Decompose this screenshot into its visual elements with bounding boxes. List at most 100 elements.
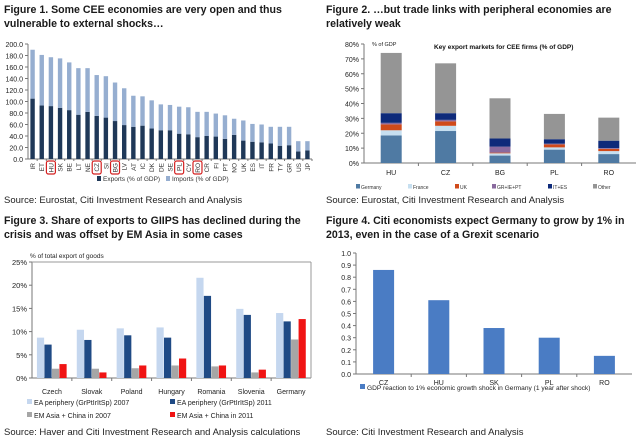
fig3-legend-swatch [27, 399, 32, 404]
fig1-bar-IR-exports [30, 98, 35, 159]
fig4-bar-CZ [373, 269, 395, 374]
fig1-x-tick-label: GR [287, 163, 294, 173]
fig1-bar-PT-exports [222, 138, 228, 159]
fig1-bar-FR-exports [268, 143, 273, 159]
fig4-bar-PL [538, 337, 560, 374]
fig1-bar-DE-exports [158, 130, 164, 159]
fig3-bar-hungary-s2 [171, 365, 179, 378]
fig1-bar-NO-exports [231, 134, 237, 159]
fig3-bar-poland-s1 [124, 335, 132, 378]
fig1-bar-GR-exports [286, 145, 292, 159]
fig1-bar-SE-exports [167, 130, 173, 159]
fig4-y-tick-label: 0.8 [341, 275, 351, 282]
fig4-source: Source: Citi Investment Research and Ana… [326, 427, 524, 438]
fig3-title: Figure 3. Share of exports to GIIPS has … [4, 215, 301, 241]
fig1-x-tick-label: SK [58, 162, 65, 171]
fig1-bar-ET-exports [39, 105, 44, 159]
fig2-y-unit-label: % of GDP [372, 42, 397, 48]
fig2-bar-CZ-it-es [435, 113, 457, 120]
fig1-y-tick-label: 200.0 [5, 42, 23, 49]
fig1-bar-IC-imports [140, 96, 145, 126]
fig2-bar-CZ-germany [435, 131, 457, 163]
fig1-bar-PL-imports [176, 106, 182, 134]
fig3-bar-slovenia-s2 [251, 372, 259, 378]
fig4-x-tick-label: CZ [379, 380, 389, 387]
fig2-bar-PL-other [543, 113, 565, 140]
fig1-bar-AT-imports [131, 95, 136, 127]
fig1-title: Figure 1. Some CEE economies are very op… [4, 4, 282, 30]
fig1-highlight-box-RO [192, 160, 203, 175]
fig1-bar-FR-imports [268, 126, 273, 144]
fig2-legend-swatch [593, 184, 597, 189]
fig1-highlight-box-CZ [91, 160, 102, 175]
fig2-y-tick-label: 80% [345, 42, 359, 49]
fig3-bar-romania-s2 [211, 366, 219, 378]
fig2-bar-HU-it-es [380, 113, 402, 123]
fig1-bar-US-imports [296, 141, 301, 152]
fig1-bar-CR-imports [204, 111, 209, 136]
fig4-x-tick-label: SK [489, 380, 499, 387]
fig4-y-tick-label: 1.0 [341, 251, 351, 258]
fig2-legend-label: France [413, 185, 429, 191]
fig3-bar-czech-s2 [51, 368, 60, 378]
fig2-bar-PL-france [543, 147, 565, 150]
fig1-legend-label: Exports (% of GDP) [103, 176, 160, 183]
fig1-y-tick-label: 0.0 [13, 157, 23, 164]
fig3-x-tick-label: Germany [277, 389, 306, 396]
fig1-bar-PT-imports [222, 115, 228, 139]
fig2-legend-label: Germany [361, 185, 382, 191]
fig2-bar-PL-gr-ie-pt [543, 143, 565, 145]
fig2-legend-label: Other [598, 185, 611, 191]
fig2-bar-BG-it-es [489, 138, 511, 147]
fig1-bar-IR-imports [30, 49, 35, 99]
fig2-legend-swatch [455, 184, 459, 189]
fig1-bar-CR-exports [204, 136, 209, 159]
fig1-bar-DE-imports [158, 104, 164, 131]
fig1-bar-IT-imports [259, 124, 264, 143]
fig1-x-tick-label: DE [158, 162, 165, 172]
fig2-bar-CZ-other [435, 63, 457, 114]
fig2-x-tick-label: BG [495, 170, 505, 177]
fig4-y-tick-label: 0.7 [341, 287, 351, 294]
fig4-y-tick-label: 0.5 [341, 312, 351, 319]
fig2-bar-RO-gr-ie-pt [598, 148, 620, 149]
fig3-bar-czech-s1 [44, 344, 52, 378]
fig1-y-tick-label: 100.0 [5, 100, 23, 107]
fig3-y-unit-label: % of total export of goods [30, 253, 104, 260]
fig1-y-tick-label: 180.0 [5, 54, 23, 61]
fig2-chart-title: Key export markets for CEE firms (% of G… [434, 44, 573, 51]
fig1-bar-TY-exports [277, 145, 283, 159]
fig2-title: Figure 2. …but trade links with peripher… [326, 4, 612, 30]
fig1-x-tick-label: FI [213, 163, 220, 169]
fig1-x-tick-label: PL [177, 163, 184, 171]
fig2-bar-BG-france [489, 153, 511, 156]
fig2-bar-CZ-gr-ie-pt [435, 119, 457, 122]
fig2-x-tick-label: CZ [441, 170, 451, 177]
fig3-legend-swatch [27, 412, 32, 417]
fig1-x-tick-label: CZ [94, 163, 101, 172]
fig3-x-tick-label: Czech [42, 389, 62, 396]
fig3-bar-slovak-s3 [99, 372, 107, 378]
fig1-bar-DK-exports [149, 128, 154, 159]
fig2-legend-swatch [548, 184, 552, 189]
fig3-chart: 0% 5% 10% 15% 20% 25%% of total export of goo… [12, 253, 312, 420]
fig1-bar-RO-exports [195, 137, 200, 159]
fig4-bar-SK [483, 328, 505, 374]
fig3-bar-slovak-s2 [91, 368, 99, 378]
fig1-x-tick-label: SE [168, 162, 175, 171]
fig3-bar-germany-s3 [298, 319, 306, 378]
fig3-bar-czech-s3 [59, 364, 67, 378]
fig3-x-tick-label: Hungary [158, 389, 185, 396]
fig1-bar-LV-imports [121, 88, 127, 126]
fig2-bar-HU-germany [380, 135, 402, 163]
fig1-bar-HU-imports [48, 57, 54, 107]
fig3-bar-slovenia-s0 [236, 308, 244, 378]
fig3-legend-label: EM Asia + China in 2011 [177, 413, 253, 420]
fig3-bar-poland-s0 [116, 328, 124, 378]
fig1-legend-swatch [97, 176, 101, 181]
fig2-bar-PL-it-es [543, 139, 565, 144]
fig1-bar-BE-exports [67, 110, 72, 159]
fig1-x-tick-label: HU [48, 163, 55, 173]
fig3-y-tick-label: 25% [12, 258, 27, 267]
fig1-x-tick-label: TY [277, 162, 284, 171]
